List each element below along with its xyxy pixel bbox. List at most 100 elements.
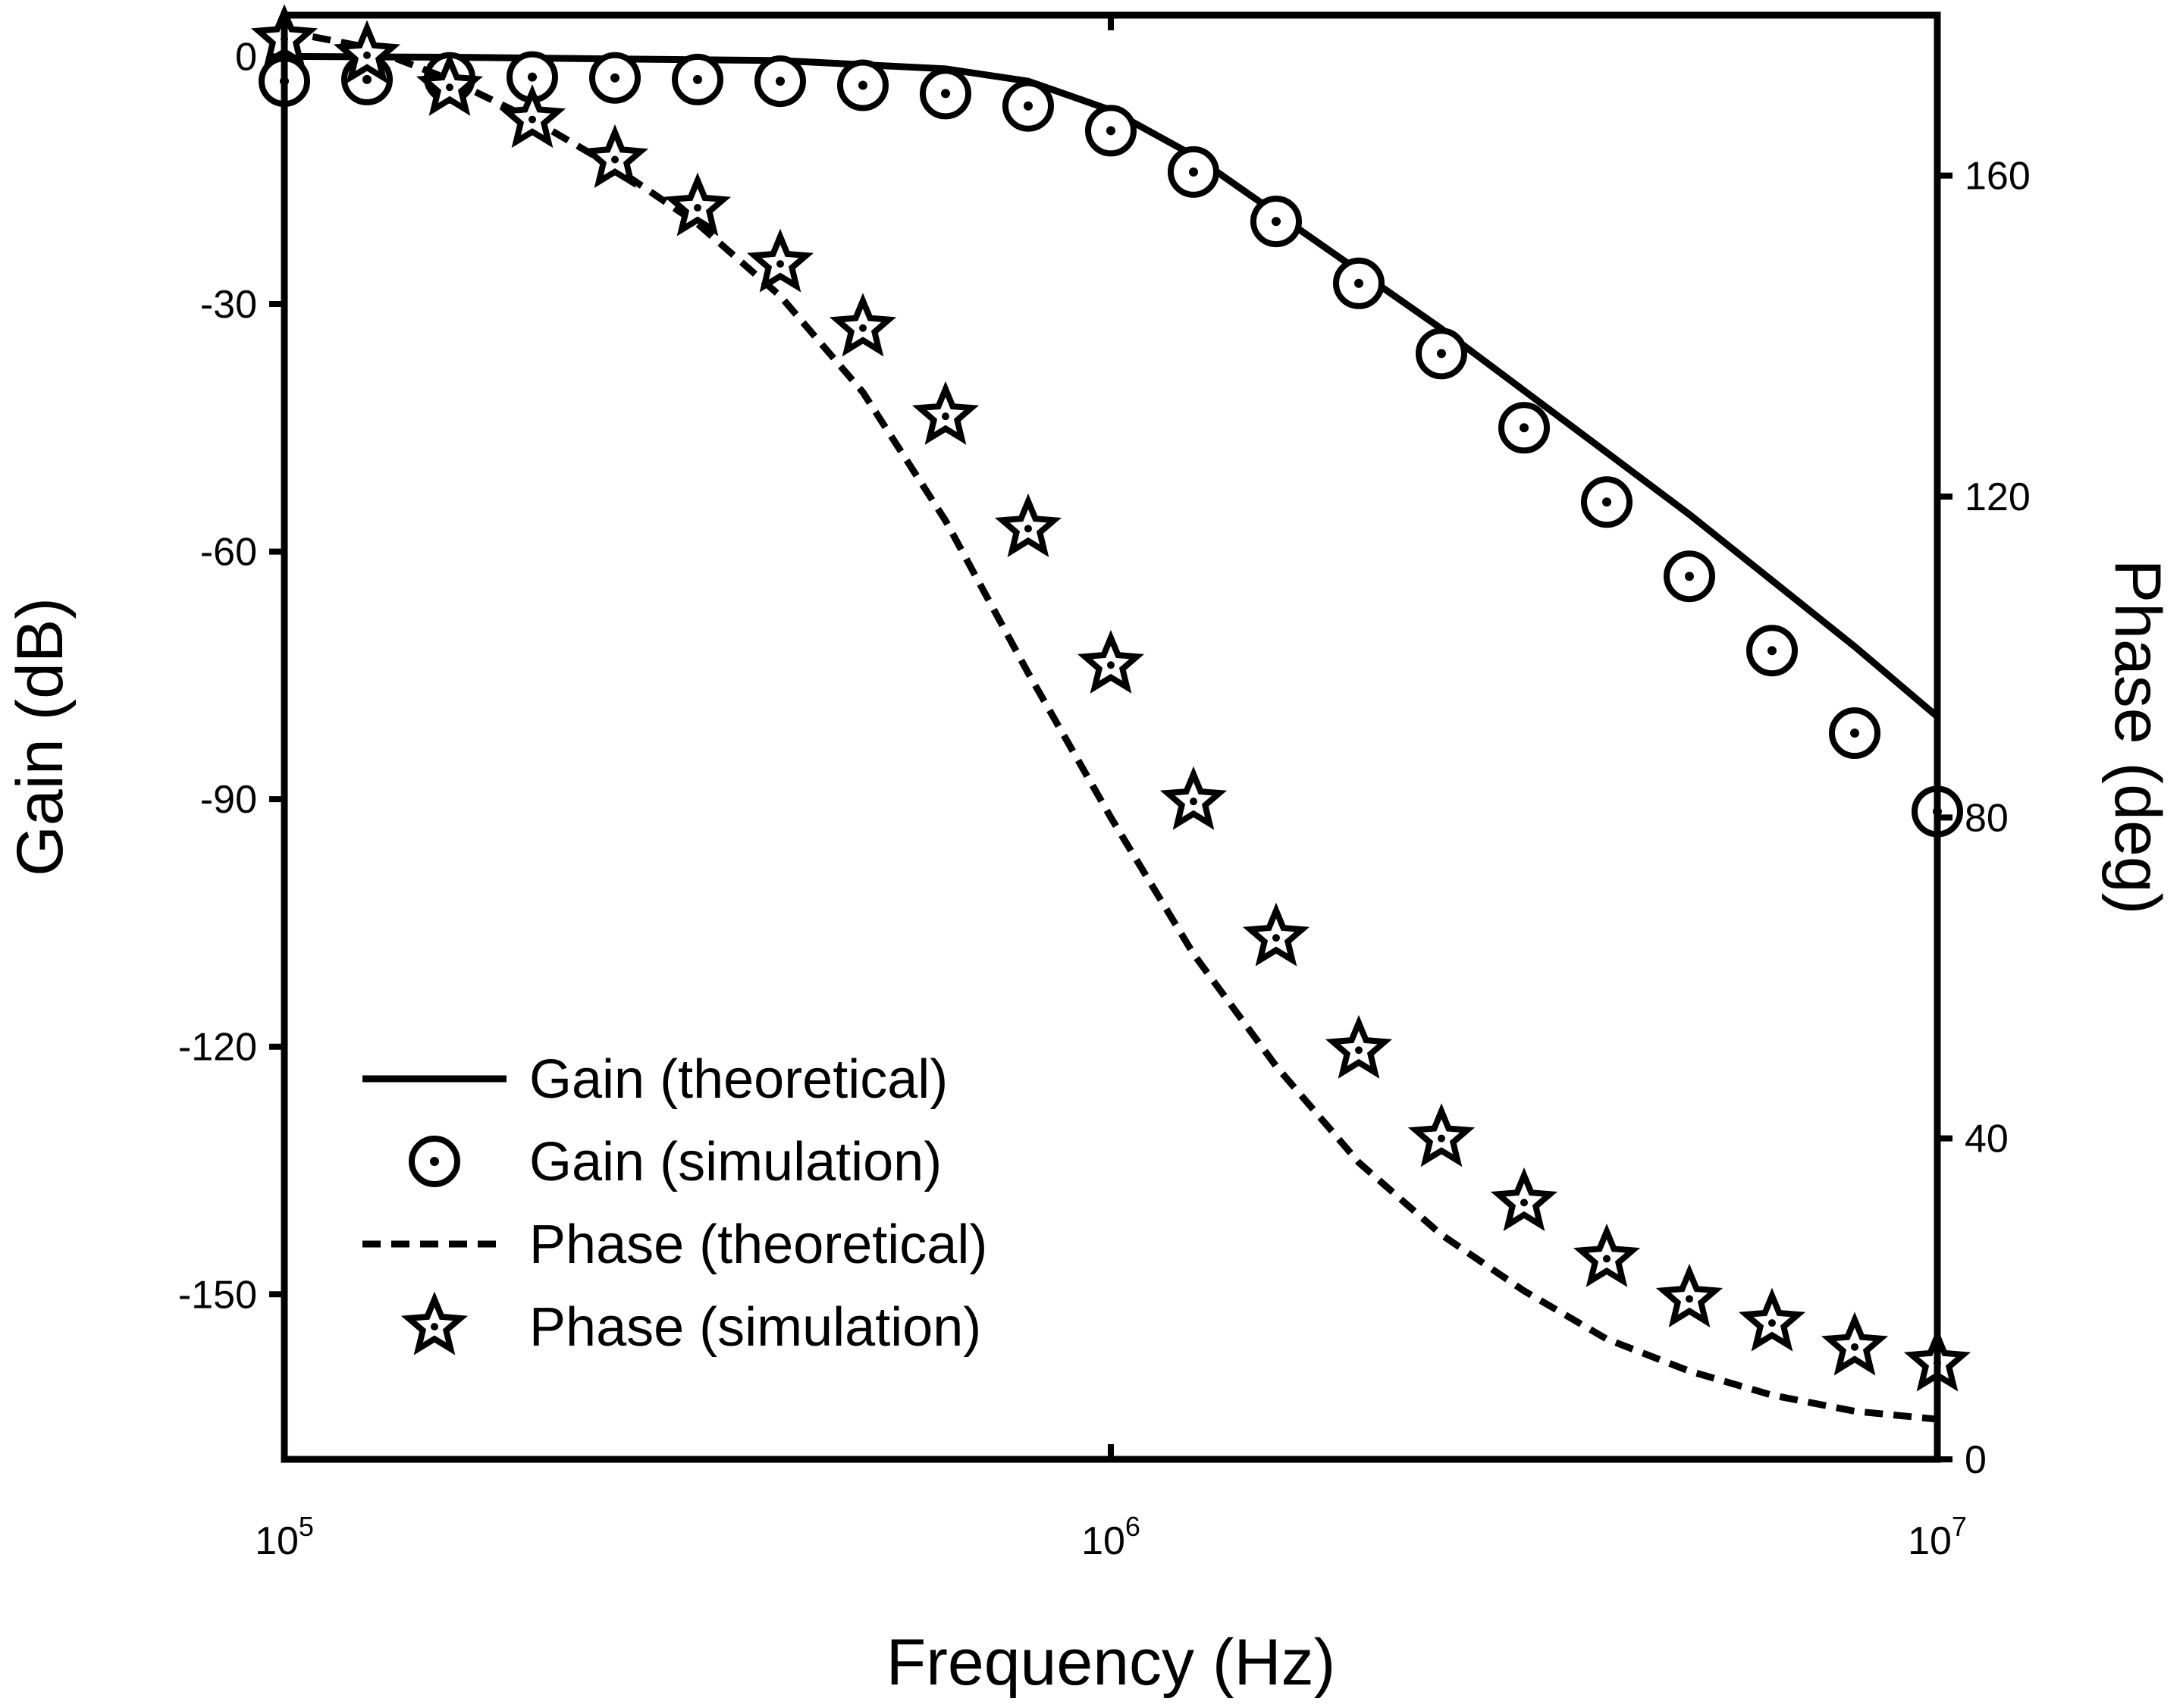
- gain-sim-point: [836, 59, 889, 111]
- x-tick-label: 107: [1908, 1511, 1967, 1563]
- marker-center-dot: [1189, 798, 1197, 806]
- gain-sim-point: [1415, 327, 1467, 380]
- y-tick-label: -120: [178, 1026, 257, 1070]
- marker-center-dot: [1437, 1134, 1445, 1142]
- x-tick-base: 10: [1081, 1519, 1125, 1563]
- legend-item: Gain (simulation): [409, 1132, 942, 1192]
- marker-center-dot: [693, 74, 703, 84]
- gain-sim-point: [1746, 625, 1798, 677]
- legend-item: Phase (theoretical): [362, 1214, 987, 1275]
- x-tick-label: 106: [1081, 1511, 1140, 1563]
- y-tick-label: -60: [200, 531, 257, 575]
- phase-sim-point: [333, 20, 401, 84]
- marker-center-dot: [611, 155, 619, 164]
- marker-center-dot: [363, 51, 372, 59]
- phase-sim-point: [1077, 629, 1145, 694]
- y-axis-title: Gain (dB): [4, 597, 77, 876]
- marker-center-dot: [445, 83, 453, 92]
- phase-sim-point: [498, 84, 566, 149]
- marker-center-dot: [1436, 349, 1446, 359]
- marker-center-dot: [1603, 1255, 1611, 1263]
- phase-sim-point: [1738, 1287, 1806, 1352]
- marker-center-dot: [362, 74, 372, 84]
- gain-sim-point: [919, 67, 971, 120]
- marker-center-dot: [610, 73, 620, 83]
- y2-tick-label: 120: [1965, 475, 2031, 519]
- marker-center-dot: [1188, 167, 1198, 177]
- phase-sim-point: [1573, 1223, 1641, 1287]
- phase-theoretical-line: [284, 27, 1938, 1423]
- marker-center-dot: [1768, 1319, 1776, 1327]
- legend-item: Phase (simulation): [400, 1291, 981, 1358]
- legend-label: Phase (simulation): [529, 1297, 981, 1358]
- x-tick-exponent: 5: [299, 1511, 314, 1542]
- phase-sim-point: [1821, 1312, 1889, 1376]
- x-tick-exponent: 7: [1952, 1511, 1967, 1542]
- gain-sim-point: [1085, 105, 1137, 157]
- marker-center-dot: [528, 115, 536, 124]
- marker-center-dot: [858, 324, 867, 332]
- marker-center-dot: [941, 412, 949, 421]
- marker-center-dot: [431, 1323, 438, 1330]
- marker-center-dot: [1602, 497, 1611, 507]
- phase-sim-point: [581, 124, 649, 189]
- phase-sim-point: [1490, 1167, 1558, 1231]
- legend: Gain (theoretical) Gain (simulation) Phase…: [362, 1049, 987, 1358]
- marker-center-dot: [776, 260, 784, 268]
- phase-sim-point: [746, 228, 814, 293]
- gain-sim-point: [1581, 476, 1633, 528]
- gain-sim-point: [589, 52, 641, 104]
- gain-sim-point: [1498, 402, 1550, 454]
- x-axis-title: Frequency (Hz): [886, 1626, 1336, 1699]
- y2-tick-label: 0: [1965, 1438, 1987, 1482]
- legend-star-swatch: [400, 1291, 469, 1355]
- legend-circle-swatch: [409, 1136, 460, 1187]
- plot-area: [250, 4, 1971, 1423]
- y2-axis-title: Phase (deg): [2101, 559, 2174, 915]
- marker-center-dot: [1354, 1046, 1363, 1055]
- marker-center-dot: [858, 80, 867, 90]
- marker-center-dot: [1685, 572, 1694, 581]
- legend-label: Gain (simulation): [529, 1132, 942, 1192]
- marker-center-dot: [1023, 101, 1033, 111]
- marker-center-dot: [1106, 126, 1115, 136]
- y-tick-label: -150: [178, 1273, 257, 1317]
- marker-center-dot: [1272, 934, 1280, 942]
- phase-sim-point: [1242, 902, 1310, 967]
- marker-center-dot: [1353, 278, 1363, 288]
- phase-sim-point: [829, 293, 897, 357]
- phase-sim-point: [1655, 1263, 1724, 1327]
- marker-center-dot: [1850, 729, 1859, 738]
- marker-center-dot: [1767, 646, 1777, 656]
- y2-tick-label: 80: [1965, 796, 2009, 840]
- marker-center-dot: [1272, 217, 1281, 227]
- marker-center-dot: [1686, 1295, 1693, 1303]
- gain-sim-point: [1829, 707, 1880, 760]
- phase-sim-point: [994, 493, 1062, 557]
- phase-sim-point: [911, 381, 980, 445]
- y-tick-label: -30: [200, 283, 257, 327]
- marker-center-dot: [940, 89, 950, 99]
- x-tick-label: 105: [255, 1511, 314, 1563]
- legend-label: Phase (theoretical): [529, 1214, 987, 1275]
- marker-center-dot: [775, 77, 785, 86]
- gain-sim-point: [1250, 196, 1302, 248]
- phase-sim-point: [663, 172, 732, 237]
- gain-sim-point: [1167, 146, 1219, 198]
- marker-center-dot: [1520, 423, 1529, 433]
- gain-sim-point: [1664, 550, 1715, 603]
- phase-sim-point: [1407, 1103, 1476, 1167]
- y-tick-label: -90: [200, 778, 257, 822]
- gain-sim-point: [1332, 257, 1385, 309]
- marker-center-dot: [527, 72, 537, 82]
- phase-sim-point: [1325, 1014, 1393, 1079]
- y2-tick-label: 160: [1965, 155, 2031, 199]
- marker-center-dot: [1520, 1199, 1528, 1207]
- y2-tick-label: 40: [1965, 1117, 2009, 1161]
- gain-sim-point: [672, 53, 724, 105]
- x-tick-exponent: 6: [1125, 1511, 1140, 1542]
- x-tick-base: 10: [1908, 1519, 1952, 1563]
- gain-sim-point: [1002, 80, 1054, 132]
